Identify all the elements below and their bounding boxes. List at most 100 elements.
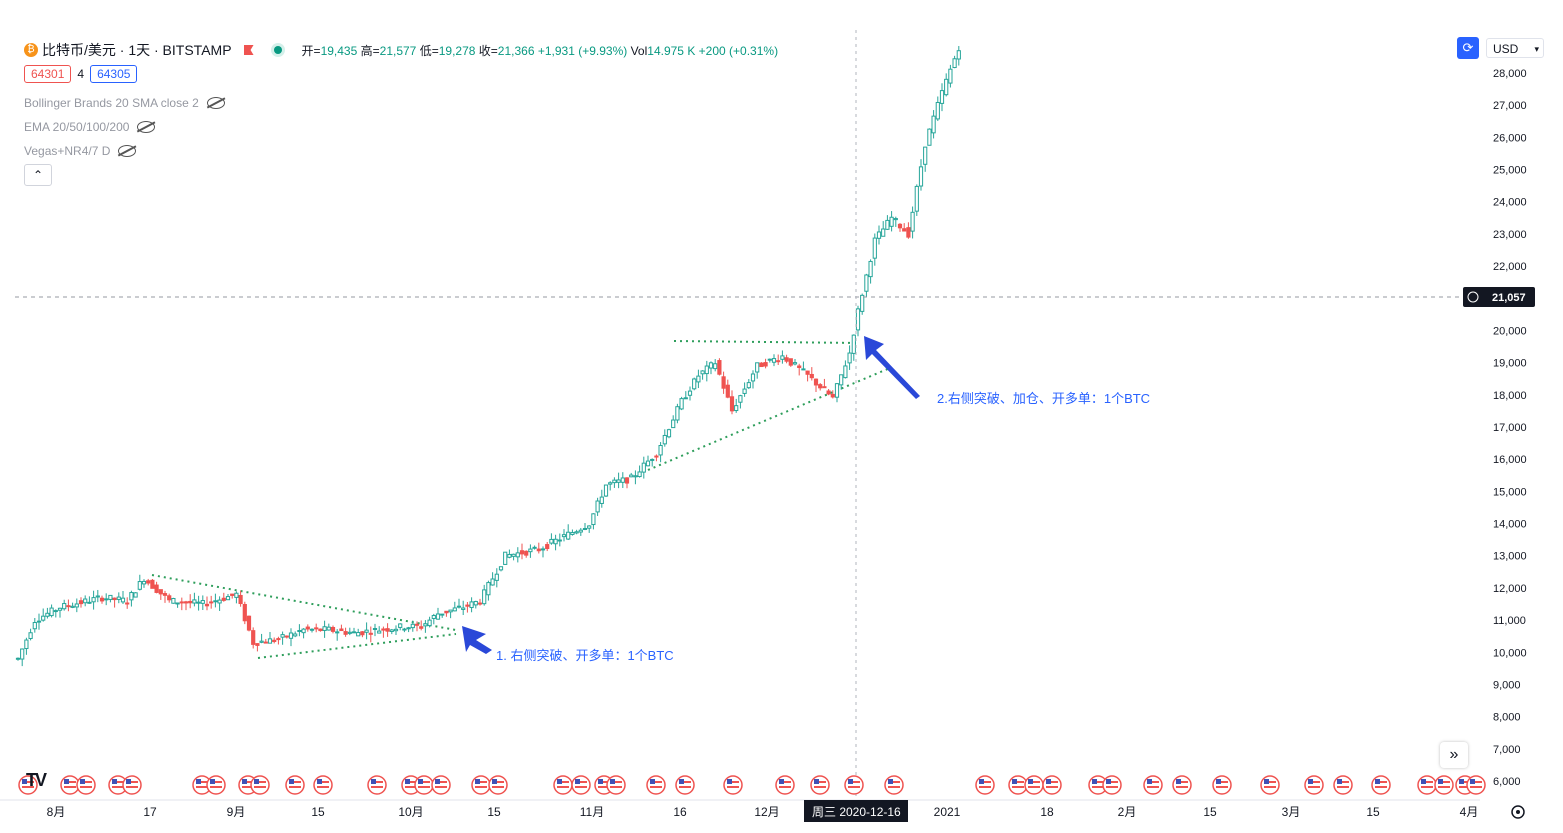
us-flag-event-icon[interactable]	[1088, 775, 1108, 795]
candle-body	[788, 358, 793, 366]
us-flag-event-icon[interactable]	[313, 775, 333, 795]
candle-body	[910, 211, 915, 232]
candle-body	[536, 548, 541, 552]
time-axis[interactable]: 8月 17 9月 15 10月 15 11月 16 12月 2021 18 2月 15 3月 15 4月	[47, 805, 1479, 819]
candle-body	[280, 634, 285, 638]
candle-body	[734, 405, 739, 412]
us-flag-event-icon[interactable]	[606, 775, 626, 795]
candle-body	[503, 551, 508, 565]
hidden-eye-icon[interactable]	[137, 121, 156, 133]
indicator-ema[interactable]: EMA 20/50/100/200	[24, 120, 156, 134]
candle-body	[620, 477, 625, 483]
triangle-lower-trendline	[257, 633, 457, 659]
flag-icon[interactable]	[243, 45, 254, 55]
candle-body	[599, 496, 604, 504]
candle-body	[885, 219, 890, 230]
hidden-eye-icon[interactable]	[206, 97, 225, 109]
candle-body	[742, 388, 747, 394]
us-flag-event-icon[interactable]	[1008, 775, 1028, 795]
us-flag-event-icon[interactable]	[367, 775, 387, 795]
settings-icon[interactable]	[1511, 805, 1525, 819]
us-flag-event-icon[interactable]	[1434, 775, 1454, 795]
candle-body	[784, 357, 789, 362]
candle-body	[297, 630, 302, 633]
us-flag-event-icon[interactable]	[571, 775, 591, 795]
sync-icon[interactable]: ⟳	[1457, 37, 1479, 59]
price-axis[interactable]: 28,000 27,000 26,000 25,000 24,000 23,000 22,0…	[1493, 68, 1527, 788]
candle-body	[95, 595, 100, 598]
us-flag-event-icon[interactable]	[285, 775, 305, 795]
scroll-to-realtime-button[interactable]: »	[1440, 742, 1468, 768]
candle-body	[498, 566, 504, 571]
candle-body	[473, 600, 478, 606]
candle-body	[24, 639, 29, 650]
candle-body	[66, 605, 71, 608]
economic-events-row[interactable]	[18, 775, 1486, 795]
time-tick-label: 8月	[47, 805, 66, 819]
hidden-eye-icon[interactable]	[118, 145, 137, 157]
collapse-legend-button[interactable]: ⌃	[24, 164, 52, 186]
candle-body	[935, 101, 940, 120]
price-tick-label: 15,000	[1493, 486, 1527, 498]
candle-body	[74, 603, 79, 608]
us-flag-event-icon[interactable]	[844, 775, 864, 795]
candle-body	[414, 623, 420, 626]
us-flag-event-icon[interactable]	[1371, 775, 1391, 795]
candle-body	[259, 640, 264, 643]
us-flag-event-icon[interactable]	[1466, 775, 1486, 795]
us-flag-event-icon[interactable]	[1333, 775, 1353, 795]
price-tick-label: 7,000	[1493, 744, 1521, 756]
us-flag-event-icon[interactable]	[1143, 775, 1163, 795]
us-flag-event-icon[interactable]	[250, 775, 270, 795]
us-flag-event-icon[interactable]	[1042, 775, 1062, 795]
us-flag-event-icon[interactable]	[1172, 775, 1192, 795]
us-flag-event-icon[interactable]	[206, 775, 226, 795]
us-flag-event-icon[interactable]	[775, 775, 795, 795]
candles	[15, 46, 961, 667]
us-flag-event-icon[interactable]	[723, 775, 743, 795]
candle-body	[389, 629, 394, 632]
candle-body	[776, 360, 781, 363]
us-flag-event-icon[interactable]	[76, 775, 96, 795]
us-flag-event-icon[interactable]	[646, 775, 666, 795]
us-flag-event-icon[interactable]	[414, 775, 434, 795]
us-flag-event-icon[interactable]	[1212, 775, 1232, 795]
indicator-bollinger[interactable]: Bollinger Brands 20 SMA close 2	[24, 96, 225, 110]
sell-button[interactable]: 64301	[24, 65, 72, 83]
us-flag-event-icon[interactable]	[675, 775, 695, 795]
us-flag-event-icon[interactable]	[488, 775, 508, 795]
price-tick-label: 17,000	[1493, 422, 1527, 434]
buy-button[interactable]: 64305	[90, 65, 138, 83]
candle-body	[956, 50, 961, 60]
us-flag-event-icon[interactable]	[1304, 775, 1324, 795]
us-flag-event-icon[interactable]	[553, 775, 573, 795]
candle-body	[120, 597, 126, 603]
candle-body	[843, 365, 848, 379]
currency-select[interactable]: USD ▾	[1486, 38, 1544, 58]
candle-body	[288, 632, 294, 639]
candle-body	[847, 352, 852, 364]
symbol-title[interactable]: 比特币/美元 · 1天 · BITSTAMP	[42, 42, 232, 58]
us-flag-event-icon[interactable]	[1024, 775, 1044, 795]
us-flag-event-icon[interactable]	[1102, 775, 1122, 795]
us-flag-event-icon[interactable]	[122, 775, 142, 795]
candle-body	[549, 538, 554, 544]
us-flag-event-icon[interactable]	[108, 775, 128, 795]
us-flag-event-icon[interactable]	[884, 775, 904, 795]
time-tick-label: 4月	[1460, 805, 1479, 819]
us-flag-event-icon[interactable]	[975, 775, 995, 795]
us-flag-event-icon[interactable]	[431, 775, 451, 795]
us-flag-event-icon[interactable]	[18, 775, 38, 795]
candle-body	[465, 604, 470, 607]
us-flag-event-icon[interactable]	[1260, 775, 1280, 795]
candle-body	[57, 607, 63, 611]
us-flag-event-icon[interactable]	[471, 775, 491, 795]
us-flag-event-icon[interactable]	[810, 775, 830, 795]
us-flag-event-icon[interactable]	[1417, 775, 1437, 795]
candle-body	[225, 596, 231, 601]
candle-body	[666, 429, 672, 438]
candle-body	[192, 599, 197, 604]
indicator-vegas[interactable]: Vegas+NR4/7 D	[24, 144, 137, 158]
symbol-legend[interactable]: ₿ 比特币/美元 · 1天 · BITSTAMP 开=19,435 高=21,5…	[24, 40, 778, 60]
